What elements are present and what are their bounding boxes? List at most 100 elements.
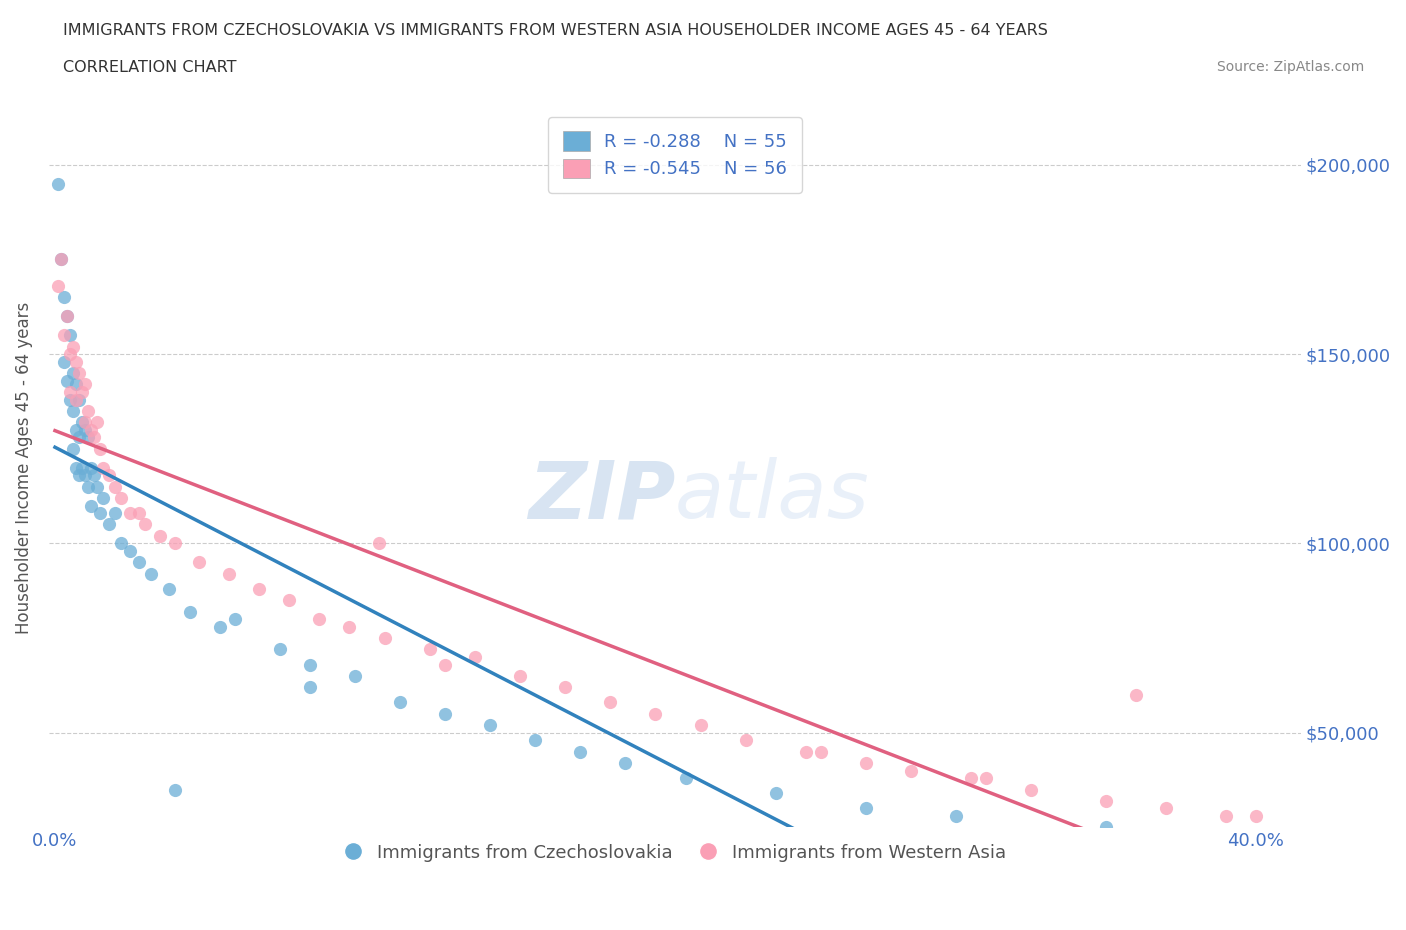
Point: [554, 680, 576, 695]
Point: [1095, 820, 1118, 835]
Point: [855, 801, 877, 816]
Point: [73, 468, 96, 483]
Point: [98, 517, 121, 532]
Point: [218, 566, 240, 581]
Point: [65, 392, 87, 407]
Point: [247, 581, 270, 596]
Y-axis label: Householder Income Ages 45 - 64 years: Householder Income Ages 45 - 64 years: [15, 301, 32, 634]
Point: [599, 695, 621, 710]
Point: [765, 786, 787, 801]
Point: [188, 555, 211, 570]
Point: [479, 718, 502, 733]
Point: [53, 290, 76, 305]
Point: [73, 377, 96, 392]
Text: Source: ZipAtlas.com: Source: ZipAtlas.com: [1216, 60, 1364, 74]
Point: [308, 612, 330, 627]
Point: [434, 658, 457, 672]
Point: [53, 354, 76, 369]
Text: atlas: atlas: [675, 458, 870, 536]
Point: [104, 479, 127, 494]
Point: [855, 755, 877, 770]
Point: [794, 744, 817, 759]
Point: [1215, 808, 1237, 823]
Point: [77, 479, 100, 494]
Point: [337, 619, 360, 634]
Point: [62, 442, 84, 457]
Point: [53, 327, 76, 342]
Point: [139, 566, 162, 581]
Point: [83, 430, 105, 445]
Point: [65, 354, 87, 369]
Point: [73, 422, 96, 437]
Point: [434, 707, 457, 722]
Point: [59, 347, 82, 362]
Point: [974, 771, 997, 786]
Point: [67, 392, 90, 407]
Point: [89, 442, 111, 457]
Point: [91, 490, 114, 505]
Point: [209, 619, 232, 634]
Point: [73, 415, 96, 430]
Point: [900, 764, 922, 778]
Point: [49, 252, 72, 267]
Point: [46, 177, 69, 192]
Point: [389, 695, 412, 710]
Point: [157, 581, 180, 596]
Point: [1125, 687, 1147, 702]
Point: [165, 782, 187, 797]
Point: [65, 377, 87, 392]
Point: [644, 707, 666, 722]
Point: [299, 680, 322, 695]
Point: [165, 536, 187, 551]
Point: [959, 771, 981, 786]
Point: [419, 642, 441, 657]
Point: [1019, 782, 1042, 797]
Point: [104, 506, 127, 521]
Point: [67, 365, 90, 380]
Point: [77, 404, 100, 418]
Text: ZIP: ZIP: [527, 458, 675, 536]
Point: [569, 744, 592, 759]
Point: [86, 415, 108, 430]
Point: [149, 528, 172, 543]
Point: [70, 415, 93, 430]
Point: [118, 543, 141, 558]
Point: [734, 733, 756, 748]
Point: [128, 555, 150, 570]
Point: [675, 771, 697, 786]
Point: [56, 309, 79, 324]
Point: [269, 642, 291, 657]
Point: [59, 384, 82, 399]
Point: [67, 468, 90, 483]
Point: [59, 392, 82, 407]
Point: [179, 604, 201, 619]
Point: [59, 327, 82, 342]
Text: CORRELATION CHART: CORRELATION CHART: [63, 60, 236, 75]
Point: [49, 252, 72, 267]
Point: [89, 506, 111, 521]
Point: [56, 373, 79, 388]
Point: [91, 460, 114, 475]
Point: [110, 536, 132, 551]
Point: [278, 592, 301, 607]
Point: [1095, 793, 1118, 808]
Point: [62, 404, 84, 418]
Point: [65, 460, 87, 475]
Point: [614, 755, 637, 770]
Point: [80, 498, 103, 513]
Point: [86, 479, 108, 494]
Point: [67, 430, 90, 445]
Point: [98, 468, 121, 483]
Point: [70, 384, 93, 399]
Point: [368, 536, 391, 551]
Point: [374, 631, 396, 645]
Point: [118, 506, 141, 521]
Point: [689, 718, 711, 733]
Point: [77, 430, 100, 445]
Point: [810, 744, 832, 759]
Text: IMMIGRANTS FROM CZECHOSLOVAKIA VS IMMIGRANTS FROM WESTERN ASIA HOUSEHOLDER INCOM: IMMIGRANTS FROM CZECHOSLOVAKIA VS IMMIGR…: [63, 23, 1047, 38]
Point: [464, 649, 486, 664]
Point: [83, 468, 105, 483]
Point: [299, 658, 322, 672]
Point: [56, 309, 79, 324]
